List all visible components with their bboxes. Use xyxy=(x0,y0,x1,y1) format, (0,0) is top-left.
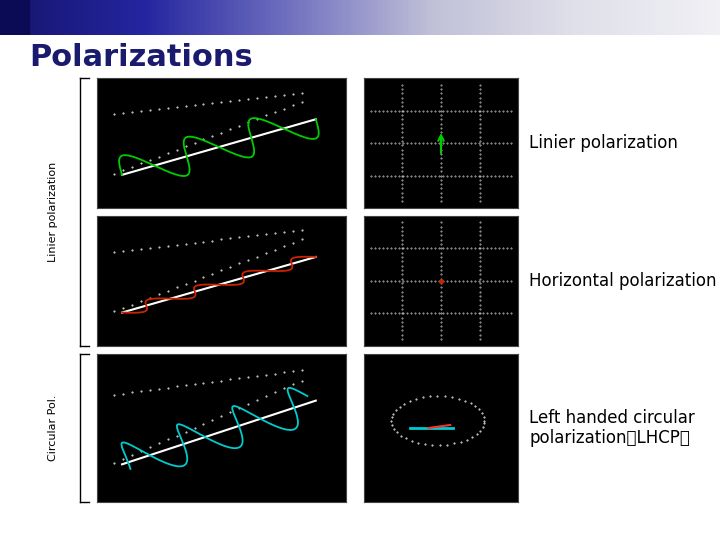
Bar xyxy=(0,0,29,35)
Text: Polarizations: Polarizations xyxy=(29,43,253,72)
Text: Left handed circular
polarization（LHCP）: Left handed circular polarization（LHCP） xyxy=(529,409,695,447)
Text: Linier polarization: Linier polarization xyxy=(529,134,678,152)
Text: Linier polarization: Linier polarization xyxy=(48,162,58,262)
Text: Horizontal polarization: Horizontal polarization xyxy=(529,272,716,290)
Text: Circular Pol.: Circular Pol. xyxy=(48,395,58,461)
